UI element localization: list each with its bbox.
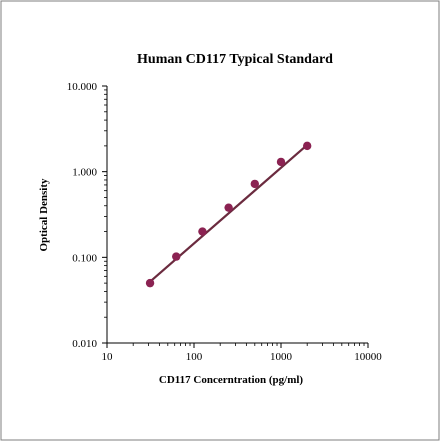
data-point [302, 141, 312, 151]
y-tick-label: 0.100 [72, 252, 97, 264]
data-point [224, 203, 233, 212]
x-tick-label: 10 [102, 351, 114, 363]
y-tick-label: 10.000 [67, 81, 98, 93]
x-axis-label: CD117 Concerntration (pg/ml) [159, 374, 304, 386]
chart-title: Human CD117 Typical Standard [137, 52, 333, 67]
data-point [198, 227, 207, 236]
data-point [250, 179, 260, 189]
x-tick-label: 1000 [270, 351, 293, 363]
plot-area: 0.010 0.100 1.000 10.000 10 100 1000 10000 [67, 81, 383, 363]
x-tick-label: 100 [186, 351, 203, 363]
data-point [172, 252, 181, 261]
data-point [145, 278, 155, 288]
y-axis-label: Optical Density [38, 178, 50, 252]
y-tick-label: 0.010 [72, 338, 97, 350]
data-point [276, 157, 286, 167]
x-tick-label: 10000 [354, 351, 382, 363]
y-tick-label: 1.000 [72, 167, 97, 179]
